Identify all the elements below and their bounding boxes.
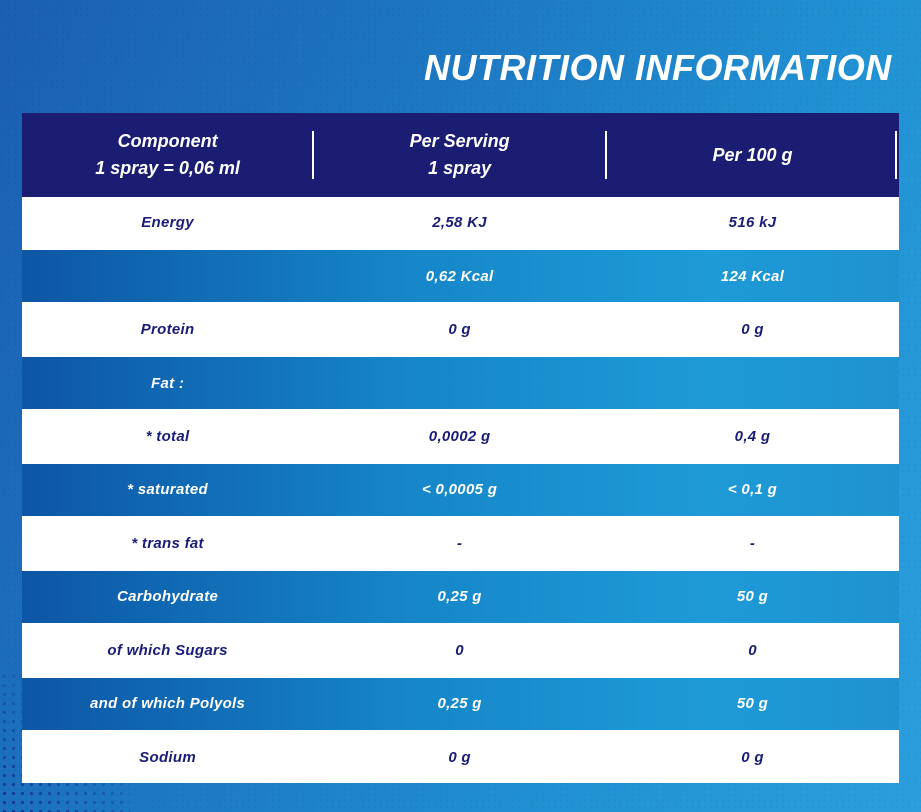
cell-component: Energy [141,214,194,232]
cell-per-serving: 0,25 g [437,695,482,713]
header-per-100g-line1: Per 100 g [712,144,793,165]
cell-per-100g: 0 g [741,321,764,339]
cell-per-100g: 50 g [736,695,769,713]
header-cell-per-serving: Per Serving 1 spray [313,113,608,197]
table-row: Fat : [22,357,899,409]
cell-per-serving: - [456,534,463,552]
cell-per-100g: 124 Kcal [720,267,785,285]
table-row: Carbohydrate 0,25 g 50 g [22,571,899,623]
cell-component: Protein [140,321,195,339]
cell-component: * total [145,428,190,446]
table-row: and of which Polyols 0,25 g 50 g [22,678,899,730]
cell-per-serving: 0,0002 g [428,428,491,446]
table-body: Energy 2,58 KJ 516 kJ 0,62 Kcal 124 Kcal… [22,197,899,783]
page-title: NUTRITION INFORMATION [424,47,892,89]
header-per-serving-line1: Per Serving [409,131,510,151]
cell-per-serving: 0,62 Kcal [425,267,494,285]
table-row: of which Sugars 0 0 [22,624,899,677]
table-row: Protein 0 g 0 g [22,303,899,356]
cell-per-100g: 516 kJ [728,214,777,232]
table-row: * trans fat - - [22,517,899,570]
table-row: * saturated < 0,0005 g < 0,1 g [22,464,899,516]
cell-component: and of which Polyols [89,695,246,713]
table-header: Component 1 spray = 0,06 ml Per Serving … [22,113,899,197]
cell-per-100g: 0 g [741,748,764,766]
cell-per-100g: 0,4 g [734,428,771,446]
header-component-line2: 1 spray = 0,06 ml [95,158,240,178]
cell-per-serving: 2,58 KJ [432,214,487,232]
cell-per-100g: 50 g [736,588,769,606]
cell-component: Sodium [139,748,196,766]
cell-per-100g: - [749,534,756,552]
cell-component: Fat : [150,374,185,392]
header-cell-per-100g: Per 100 g [606,113,899,197]
cell-per-serving: < 0,0005 g [422,481,498,499]
nutrition-table: Component 1 spray = 0,06 ml Per Serving … [22,113,899,783]
cell-component: of which Sugars [107,641,228,659]
cell-component: * saturated [127,481,208,499]
cell-per-serving: 0,25 g [437,588,482,606]
header-per-serving-line2: 1 spray [428,158,492,178]
header-component-line1: Component [117,131,218,151]
cell-per-100g: 0 [748,641,757,659]
cell-per-serving: 0 g [448,748,471,766]
table-row: Energy 2,58 KJ 516 kJ [22,197,899,249]
header-cell-component: Component 1 spray = 0,06 ml [22,113,315,197]
cell-per-serving: 0 [455,641,464,659]
header-divider [312,131,315,179]
cell-per-100g: < 0,1 g [727,481,778,499]
table-row: 0,62 Kcal 124 Kcal [22,250,899,302]
table-row: * total 0,0002 g 0,4 g [22,410,899,463]
table-row: Sodium 0 g 0 g [22,731,899,783]
cell-component: * trans fat [131,534,204,552]
cell-per-serving: 0 g [448,321,471,339]
header-divider [894,131,897,179]
header-divider [605,131,608,179]
cell-component: Carbohydrate [117,588,219,606]
